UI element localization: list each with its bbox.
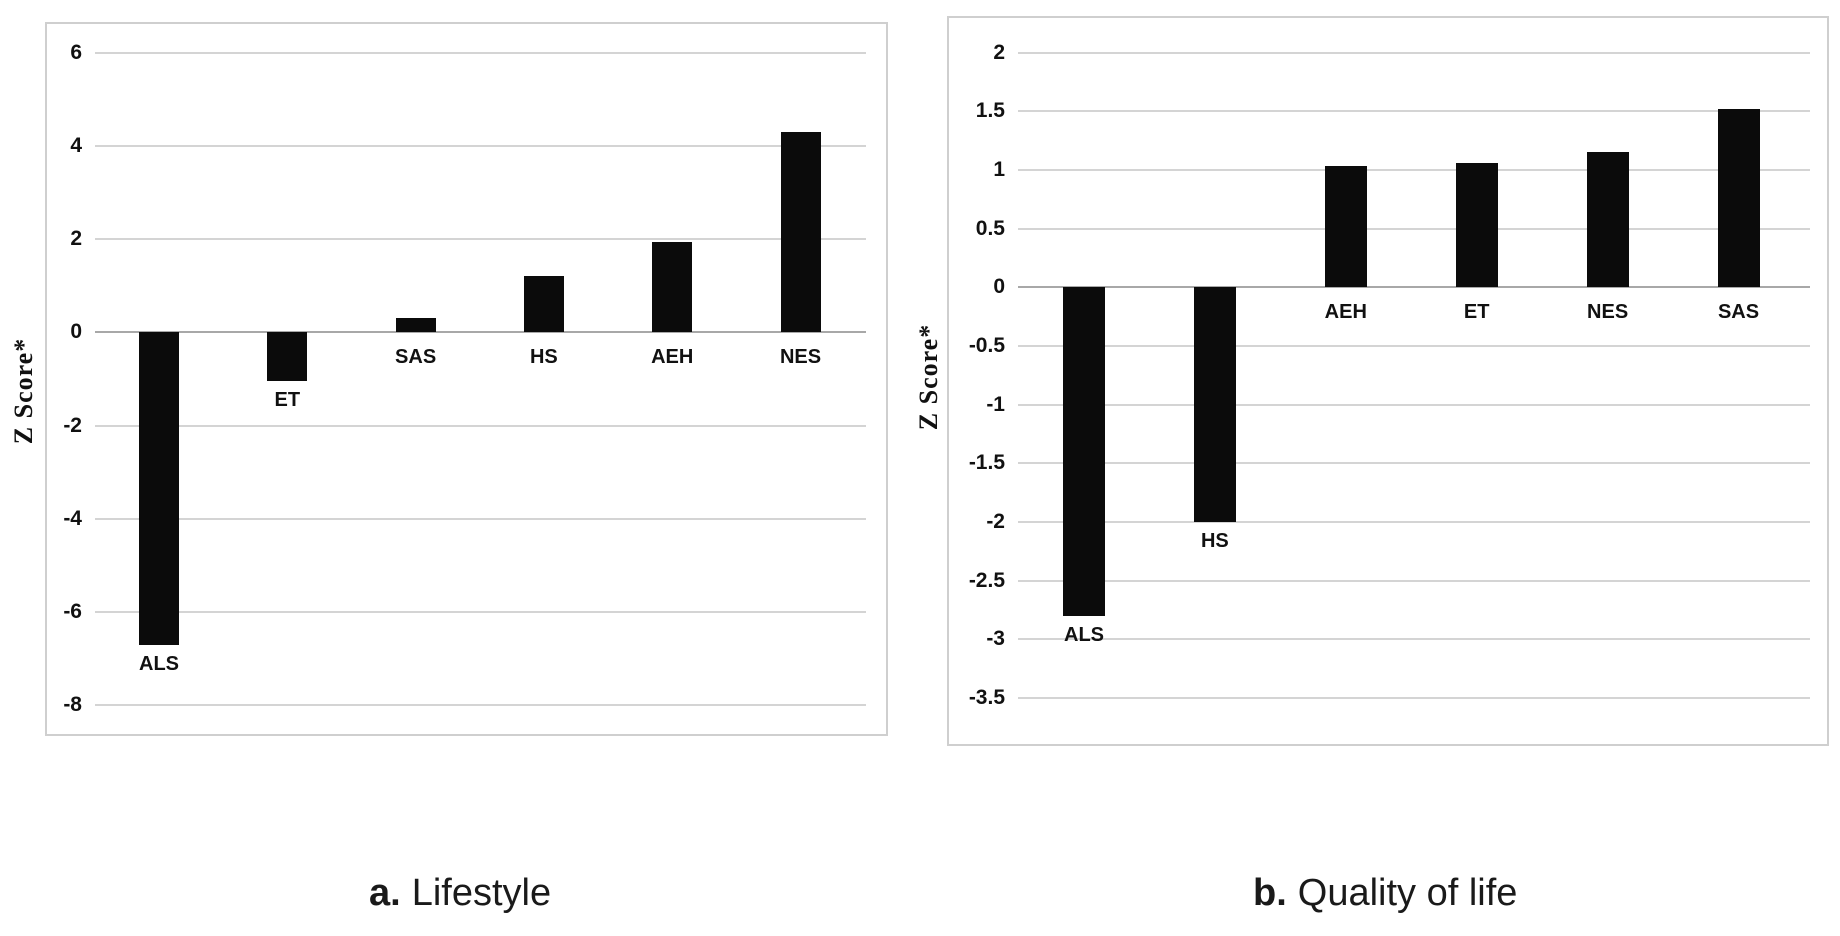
- y-tick-label-lifestyle-4: 4: [70, 134, 82, 157]
- y-tick-label-lifestyle-0: 0: [70, 320, 82, 344]
- caption-letter-a: a.: [369, 872, 401, 914]
- gridline-lifestyle-0: [95, 331, 866, 334]
- y-tick-label-lifestyle-2: 2: [70, 227, 82, 251]
- gridline-quality_of_life--1: [1018, 403, 1810, 406]
- category-label-quality_of_life-ET: ET: [1463, 301, 1490, 324]
- gridline-lifestyle--2: [95, 424, 866, 427]
- chart-panel-lifestyle: [45, 22, 888, 736]
- bar-quality_of_life-NES: [1586, 152, 1629, 288]
- y-tick-label-quality_of_life--3: -3: [986, 627, 1005, 651]
- bar-quality_of_life-ET: [1455, 162, 1498, 288]
- gridline-quality_of_life-2: [1018, 51, 1810, 54]
- caption-lifestyle: a. Lifestyle: [369, 872, 551, 915]
- gridline-quality_of_life--2: [1018, 520, 1810, 523]
- bar-lifestyle-SAS: [395, 318, 436, 333]
- y-tick-label-quality_of_life--1: -1: [986, 392, 1005, 416]
- bar-quality_of_life-SAS: [1717, 109, 1760, 288]
- gridline-lifestyle-2: [95, 238, 866, 241]
- gridline-quality_of_life--3: [1018, 638, 1810, 641]
- gridline-quality_of_life-1.5: [1018, 110, 1810, 113]
- category-label-lifestyle-HS: HS: [529, 346, 558, 369]
- y-tick-label-quality_of_life-2: 2: [993, 40, 1005, 64]
- y-tick-label-quality_of_life--3.5: -3.5: [968, 685, 1005, 709]
- gridline-lifestyle-4: [95, 145, 866, 147]
- y-tick-label-quality_of_life-1.5: 1.5: [975, 99, 1005, 123]
- gridline-quality_of_life-0: [1018, 286, 1810, 289]
- category-label-lifestyle-ALS: ALS: [139, 652, 179, 675]
- y-tick-label-quality_of_life-0: 0: [993, 275, 1005, 299]
- caption-text-quality-of-life: Quality of life: [1297, 872, 1518, 914]
- category-label-quality_of_life-NES: NES: [1587, 301, 1629, 324]
- bar-lifestyle-ET: [267, 332, 308, 382]
- gridline-lifestyle-6: [95, 51, 866, 54]
- category-label-quality_of_life-SAS: SAS: [1717, 301, 1760, 324]
- caption-letter-b: b.: [1253, 872, 1287, 914]
- category-label-quality_of_life-AEH: AEH: [1324, 301, 1367, 324]
- bar-lifestyle-NES: [780, 132, 821, 333]
- y-tick-label-quality_of_life--2: -2: [986, 509, 1005, 533]
- gridline-quality_of_life--2.5: [1018, 579, 1810, 582]
- y-tick-label-lifestyle--8: -8: [63, 693, 82, 717]
- category-label-lifestyle-SAS: SAS: [395, 346, 437, 369]
- category-label-quality_of_life-ALS: ALS: [1064, 623, 1104, 646]
- y-tick-label-quality_of_life--0.5: -0.5: [968, 333, 1005, 357]
- bar-quality_of_life-HS: [1193, 287, 1236, 522]
- y-tick-label-quality_of_life-1: 1: [993, 158, 1005, 181]
- gridline-quality_of_life-0.5: [1018, 227, 1810, 230]
- category-label-lifestyle-NES: NES: [779, 346, 822, 369]
- gridline-quality_of_life--0.5: [1018, 344, 1810, 347]
- gridline-quality_of_life-1: [1018, 169, 1810, 171]
- y-tick-label-quality_of_life--2.5: -2.5: [968, 568, 1005, 592]
- caption-text-lifestyle: Lifestyle: [411, 872, 552, 914]
- category-label-quality_of_life-HS: HS: [1200, 529, 1229, 552]
- bar-lifestyle-HS: [523, 276, 564, 333]
- gridline-lifestyle--8: [95, 704, 866, 707]
- caption-quality-of-life: b. Quality of life: [1253, 872, 1517, 915]
- category-label-lifestyle-AEH: AEH: [651, 346, 694, 369]
- y-tick-label-quality_of_life--1.5: -1.5: [968, 451, 1005, 475]
- y-tick-label-lifestyle--4: -4: [63, 506, 82, 530]
- category-label-lifestyle-ET: ET: [274, 389, 301, 412]
- bar-quality_of_life-AEH: [1324, 166, 1367, 288]
- bar-lifestyle-AEH: [652, 241, 693, 333]
- bar-lifestyle-ALS: [139, 332, 179, 645]
- gridline-lifestyle--4: [95, 517, 866, 520]
- bar-quality_of_life-ALS: [1063, 287, 1105, 616]
- y-tick-label-quality_of_life-0.5: 0.5: [975, 216, 1005, 240]
- y-tick-label-lifestyle--6: -6: [63, 600, 82, 623]
- y-tick-label-lifestyle-6: 6: [70, 40, 82, 64]
- gridline-quality_of_life--3.5: [1018, 696, 1810, 699]
- gridline-lifestyle--6: [95, 611, 866, 613]
- gridline-quality_of_life--1.5: [1018, 462, 1810, 465]
- y-tick-label-lifestyle--2: -2: [63, 413, 82, 437]
